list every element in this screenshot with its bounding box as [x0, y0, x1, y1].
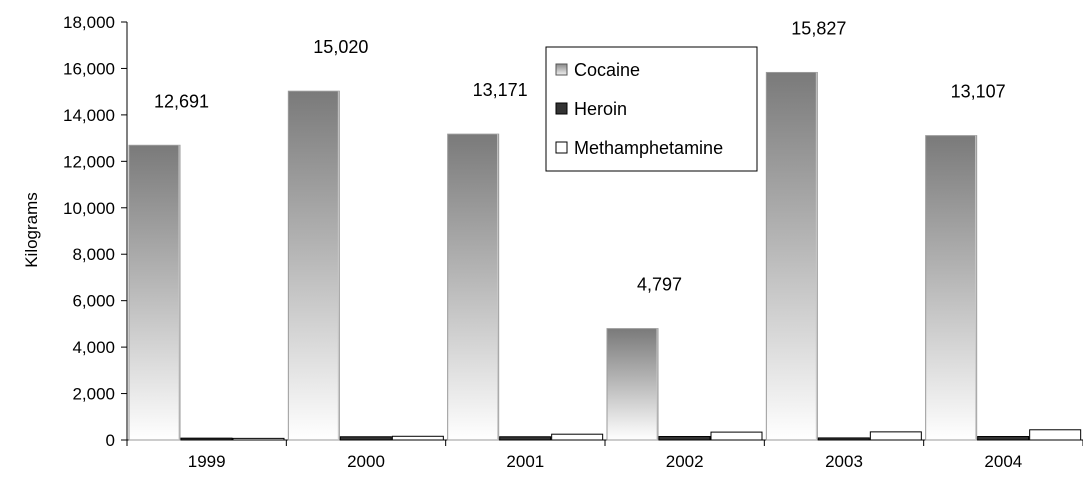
legend-swatch-cocaine: [555, 63, 568, 76]
legend: Cocaine Heroin Methamphetamine: [545, 46, 758, 172]
axes: 0 2,000 4,000 6,000 8,000 10,000 12,000 14,000 1…: [63, 13, 1083, 471]
data-label-cocaine-2000: 15,020: [313, 37, 368, 57]
y-tick-label: 0: [106, 431, 115, 450]
x-tick-label: 2002: [666, 452, 704, 471]
legend-label-heroin: Heroin: [574, 99, 627, 119]
bar-heroin-1999: [180, 437, 233, 441]
data-label-cocaine-2004: 13,107: [951, 82, 1006, 102]
legend-swatch-methamphetamine: [555, 141, 568, 154]
y-axis-title: Kilograms: [22, 192, 41, 268]
bar-heroin-2003: [817, 437, 870, 441]
bar-cocaine-2002: [606, 328, 659, 441]
bar-cocaine-2003: [765, 71, 818, 441]
y-tick-label: 4,000: [72, 338, 115, 357]
y-tick-label: 16,000: [63, 59, 115, 78]
bar-heroin-2004: [977, 436, 1030, 441]
x-tick-label: 2000: [347, 452, 385, 471]
legend-label-methamphetamine: Methamphetamine: [574, 138, 723, 158]
data-label-cocaine-2002: 4,797: [637, 275, 682, 295]
y-tick-label: 14,000: [63, 106, 115, 125]
bar-methamphetamine-2004: [1029, 429, 1082, 441]
bar-cocaine-2004: [925, 135, 978, 441]
data-label-cocaine-2003: 15,827: [791, 18, 846, 38]
bar-cocaine-1999: [128, 144, 181, 441]
data-label-cocaine-1999: 12,691: [154, 91, 209, 111]
y-tick-label: 18,000: [63, 13, 115, 32]
bar-methamphetamine-2001: [551, 433, 604, 441]
data-labels: 12,691 15,020 13,171 4,797 15,827 13,107: [154, 18, 1006, 294]
y-tick-label: 8,000: [72, 245, 115, 264]
bar-cocaine-2001: [447, 133, 500, 441]
legend-box: [545, 46, 758, 172]
data-label-cocaine-2001: 13,171: [473, 80, 528, 100]
y-tick-label: 2,000: [72, 385, 115, 404]
x-tick-label: 2004: [984, 452, 1022, 471]
y-tick-label: 6,000: [72, 292, 115, 311]
x-tick-label: 2003: [825, 452, 863, 471]
legend-swatch-heroin: [555, 102, 568, 115]
y-tick-label: 12,000: [63, 152, 115, 171]
bar-methamphetamine-2002: [710, 431, 763, 441]
bar-cocaine-2000: [287, 90, 340, 441]
bar-heroin-2000: [339, 436, 392, 441]
bars: [128, 71, 1082, 441]
bar-methamphetamine-2003: [869, 431, 922, 441]
bar-methamphetamine-2000: [391, 435, 444, 441]
bar-heroin-2001: [499, 436, 552, 441]
legend-label-cocaine: Cocaine: [574, 60, 640, 80]
bar-heroin-2002: [658, 436, 711, 441]
y-tick-label: 10,000: [63, 199, 115, 218]
x-tick-label: 2001: [506, 452, 544, 471]
bar-methamphetamine-1999: [232, 437, 285, 441]
x-tick-label: 1999: [188, 452, 226, 471]
